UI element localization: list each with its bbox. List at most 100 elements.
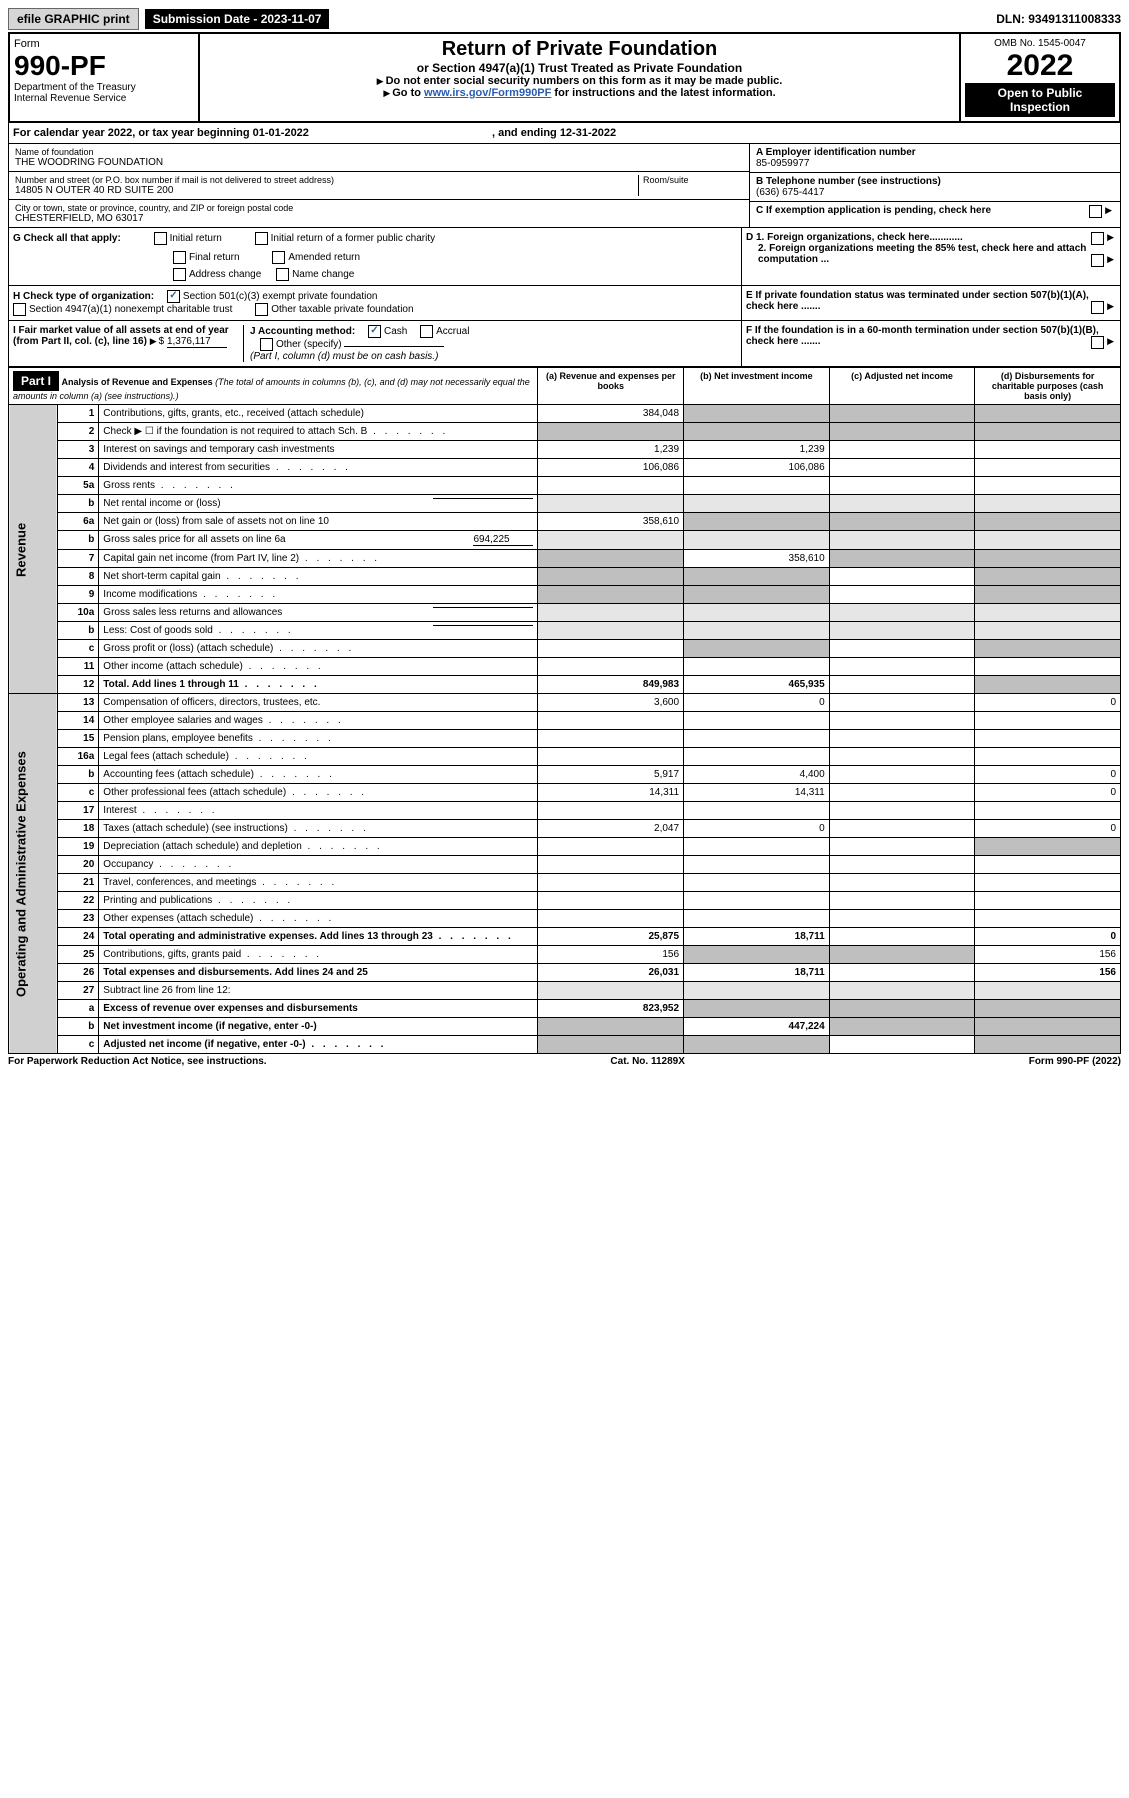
col-c-cell <box>829 856 975 874</box>
col-a-cell: 14,311 <box>538 784 684 802</box>
h-4947-checkbox[interactable] <box>13 303 26 316</box>
f-checkbox[interactable] <box>1091 336 1104 349</box>
irs-label: Internal Revenue Service <box>14 93 194 104</box>
table-row: 15Pension plans, employee benefits . . .… <box>9 730 1121 748</box>
line-description: Check ▶ ☐ if the foundation is not requi… <box>99 423 538 441</box>
j-cash-checkbox[interactable] <box>368 325 381 338</box>
col-c-cell <box>829 802 975 820</box>
col-d-cell <box>975 712 1121 730</box>
form990pf-link[interactable]: www.irs.gov/Form990PF <box>424 87 551 99</box>
table-row: 3Interest on savings and temporary cash … <box>9 441 1121 459</box>
line-number: c <box>57 784 99 802</box>
dept-treasury: Department of the Treasury <box>14 82 194 93</box>
line-number: 4 <box>57 459 99 477</box>
submission-date: Submission Date - 2023-11-07 <box>145 9 330 29</box>
line-description: Gross sales less returns and allowances <box>99 604 538 622</box>
col-c-cell <box>829 531 975 550</box>
h-label: H Check type of organization: <box>13 291 154 302</box>
line-description: Total expenses and disbursements. Add li… <box>99 964 538 982</box>
g-name-checkbox[interactable] <box>276 268 289 281</box>
i-value: 1,376,117 <box>167 336 227 348</box>
col-a-cell: 358,610 <box>538 513 684 531</box>
col-b-cell <box>684 495 830 513</box>
col-b-cell <box>684 892 830 910</box>
col-d-cell <box>975 604 1121 622</box>
col-d-header: (d) Disbursements for charitable purpose… <box>975 368 1121 405</box>
line-description: Other expenses (attach schedule) . . . .… <box>99 910 538 928</box>
g-amended-checkbox[interactable] <box>272 251 285 264</box>
table-row: 19Depreciation (attach schedule) and dep… <box>9 838 1121 856</box>
col-a-cell: 849,983 <box>538 676 684 694</box>
g-initial-checkbox[interactable] <box>154 232 167 245</box>
ein-value: 85-0959977 <box>756 158 809 169</box>
table-row: 17Interest . . . . . . . <box>9 802 1121 820</box>
identity-grid: Name of foundation THE WOODRING FOUNDATI… <box>8 144 1121 228</box>
g-final-checkbox[interactable] <box>173 251 186 264</box>
table-row: 22Printing and publications . . . . . . … <box>9 892 1121 910</box>
line-number: 13 <box>57 694 99 712</box>
table-row: bLess: Cost of goods sold . . . . . . . <box>9 622 1121 640</box>
form-number: 990-PF <box>14 50 194 82</box>
line-description: Accounting fees (attach schedule) . . . … <box>99 766 538 784</box>
d2-label: 2. Foreign organizations meeting the 85%… <box>758 243 1086 265</box>
col-d-cell <box>975 982 1121 1000</box>
table-row: cOther professional fees (attach schedul… <box>9 784 1121 802</box>
c-checkbox[interactable] <box>1089 205 1102 218</box>
col-d-cell <box>975 441 1121 459</box>
col-a-cell <box>538 586 684 604</box>
i-j-row: I Fair market value of all assets at end… <box>8 321 1121 367</box>
col-a-cell: 25,875 <box>538 928 684 946</box>
h-other-tax-checkbox[interactable] <box>255 303 268 316</box>
table-row: 25Contributions, gifts, grants paid . . … <box>9 946 1121 964</box>
col-c-cell <box>829 405 975 423</box>
line-description: Depreciation (attach schedule) and deple… <box>99 838 538 856</box>
col-b-cell: 4,400 <box>684 766 830 784</box>
j-other-checkbox[interactable] <box>260 338 273 351</box>
h-501c3-checkbox[interactable] <box>167 290 180 303</box>
j-accrual-checkbox[interactable] <box>420 325 433 338</box>
col-b-cell <box>684 874 830 892</box>
line-description: Gross rents . . . . . . . <box>99 477 538 495</box>
g-initial-former-checkbox[interactable] <box>255 232 268 245</box>
col-d-cell <box>975 874 1121 892</box>
table-row: 11Other income (attach schedule) . . . .… <box>9 658 1121 676</box>
line-number: b <box>57 1018 99 1036</box>
top-bar: efile GRAPHIC print Submission Date - 20… <box>8 8 1121 30</box>
col-a-cell: 384,048 <box>538 405 684 423</box>
line-number: a <box>57 1000 99 1018</box>
col-b-cell <box>684 712 830 730</box>
efile-print-button[interactable]: efile GRAPHIC print <box>8 8 139 30</box>
d1-checkbox[interactable] <box>1091 232 1104 245</box>
line-description: Adjusted net income (if negative, enter … <box>99 1036 538 1054</box>
line-description: Printing and publications . . . . . . . <box>99 892 538 910</box>
table-row: 18Taxes (attach schedule) (see instructi… <box>9 820 1121 838</box>
col-a-cell <box>538 622 684 640</box>
foundation-name: THE WOODRING FOUNDATION <box>15 157 743 168</box>
line-description: Contributions, gifts, grants, etc., rece… <box>99 405 538 423</box>
d2-checkbox[interactable] <box>1091 254 1104 267</box>
col-b-cell: 106,086 <box>684 459 830 477</box>
col-b-cell: 0 <box>684 820 830 838</box>
col-c-cell <box>829 640 975 658</box>
col-a-cell <box>538 982 684 1000</box>
line-number: b <box>57 622 99 640</box>
col-d-cell <box>975 550 1121 568</box>
col-d-cell <box>975 1018 1121 1036</box>
table-row: 10aGross sales less returns and allowanc… <box>9 604 1121 622</box>
line-description: Legal fees (attach schedule) . . . . . .… <box>99 748 538 766</box>
col-c-cell <box>829 441 975 459</box>
col-d-cell <box>975 856 1121 874</box>
part1-title: Analysis of Revenue and Expenses <box>62 377 213 387</box>
dln: DLN: 93491311008333 <box>996 12 1121 26</box>
col-c-cell <box>829 730 975 748</box>
col-d-cell: 0 <box>975 766 1121 784</box>
line-number: 5a <box>57 477 99 495</box>
col-a-header: (a) Revenue and expenses per books <box>538 368 684 405</box>
g-address-checkbox[interactable] <box>173 268 186 281</box>
col-b-cell <box>684 1000 830 1018</box>
e-checkbox[interactable] <box>1091 301 1104 314</box>
col-d-cell <box>975 748 1121 766</box>
section-label: Operating and Administrative Expenses <box>9 694 58 1054</box>
street-address: 14805 N OUTER 40 RD SUITE 200 <box>15 185 638 196</box>
col-b-cell <box>684 658 830 676</box>
